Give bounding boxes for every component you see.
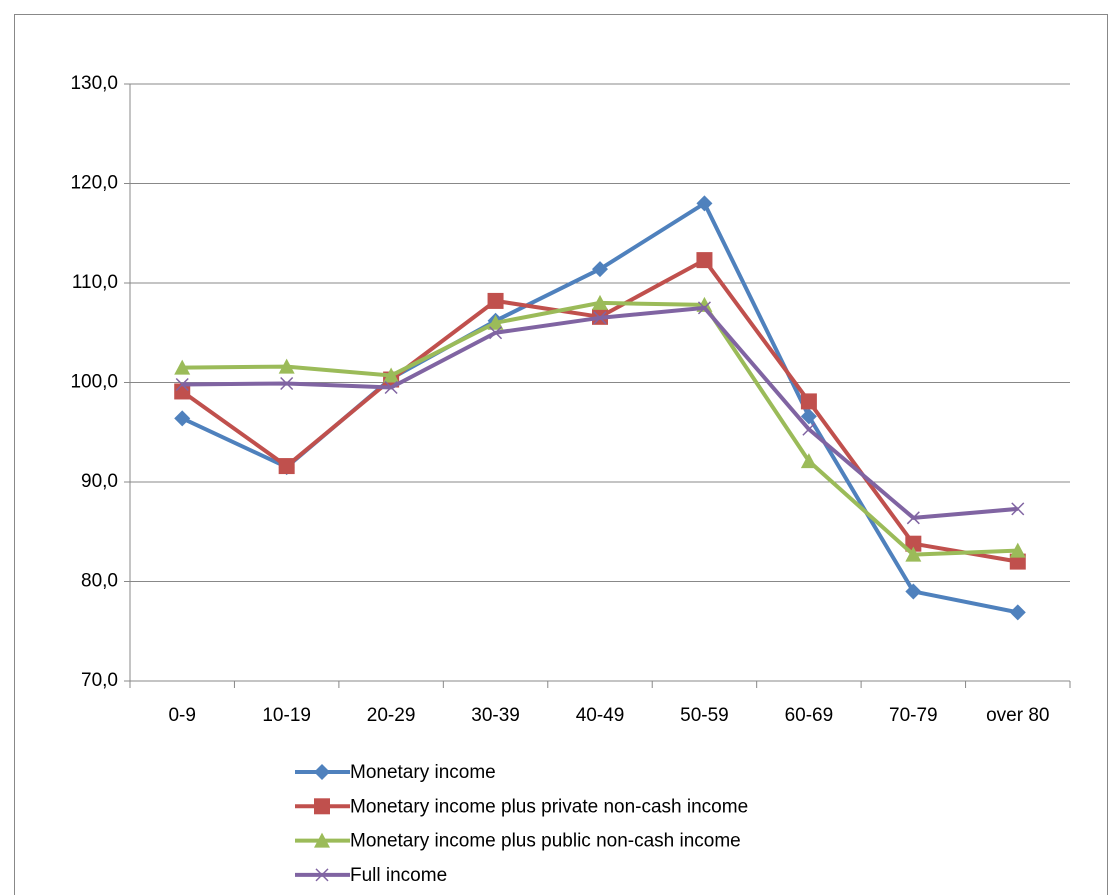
data-point — [905, 583, 922, 600]
legend-marker — [315, 868, 329, 882]
x-tick-label: 20-29 — [367, 705, 416, 726]
x-tick-label: 40-49 — [576, 705, 625, 726]
data-point — [278, 358, 295, 374]
y-tick-label: 90,0 — [81, 471, 118, 492]
data-point — [800, 408, 817, 425]
data-point — [489, 326, 503, 340]
data-point — [696, 195, 713, 212]
y-tick-label: 100,0 — [70, 372, 118, 393]
legend-marker — [314, 764, 330, 780]
data-point — [383, 367, 400, 383]
x-tick-label: 60-69 — [785, 705, 834, 726]
x-tick-label: 50-59 — [680, 705, 729, 726]
x-tick-label: 0-9 — [168, 705, 195, 726]
x-tick-label: over 80 — [986, 705, 1049, 726]
y-tick-label: 120,0 — [70, 173, 118, 194]
data-point — [592, 261, 608, 278]
x-tick-label: 70-79 — [889, 705, 938, 726]
y-tick-label: 80,0 — [81, 571, 118, 592]
data-point — [697, 301, 711, 315]
legend-marker — [314, 798, 330, 815]
chart-border — [14, 14, 1108, 895]
data-point — [175, 377, 189, 392]
y-tick-label: 70,0 — [81, 670, 118, 691]
y-tick-label: 130,0 — [70, 73, 118, 94]
data-point — [592, 294, 608, 310]
legend-label: Monetary income plus public non-cash inc… — [350, 831, 741, 852]
x-tick-label: 30-39 — [471, 705, 520, 726]
data-point — [1011, 502, 1025, 516]
data-point — [1009, 542, 1026, 558]
data-point — [1009, 604, 1026, 621]
data-point — [278, 458, 295, 475]
data-point — [174, 410, 191, 427]
data-point — [905, 535, 922, 552]
legend-label: Full income — [350, 865, 447, 886]
data-point — [696, 252, 713, 269]
data-point — [280, 376, 294, 391]
data-point — [174, 359, 191, 375]
data-point — [487, 314, 504, 330]
y-tick-label: 110,0 — [72, 272, 118, 293]
data-point — [487, 292, 504, 309]
data-point — [800, 453, 817, 469]
data-point — [593, 311, 607, 325]
data-point — [384, 380, 398, 395]
data-point — [905, 546, 922, 562]
data-point — [800, 393, 817, 410]
legend-label: Monetary income plus private non-cash in… — [350, 796, 748, 817]
x-tick-label: 10-19 — [262, 705, 311, 726]
legend-label: Monetary income — [350, 762, 496, 783]
data-point — [906, 511, 920, 525]
data-point — [802, 422, 816, 436]
legend-marker — [314, 832, 330, 848]
